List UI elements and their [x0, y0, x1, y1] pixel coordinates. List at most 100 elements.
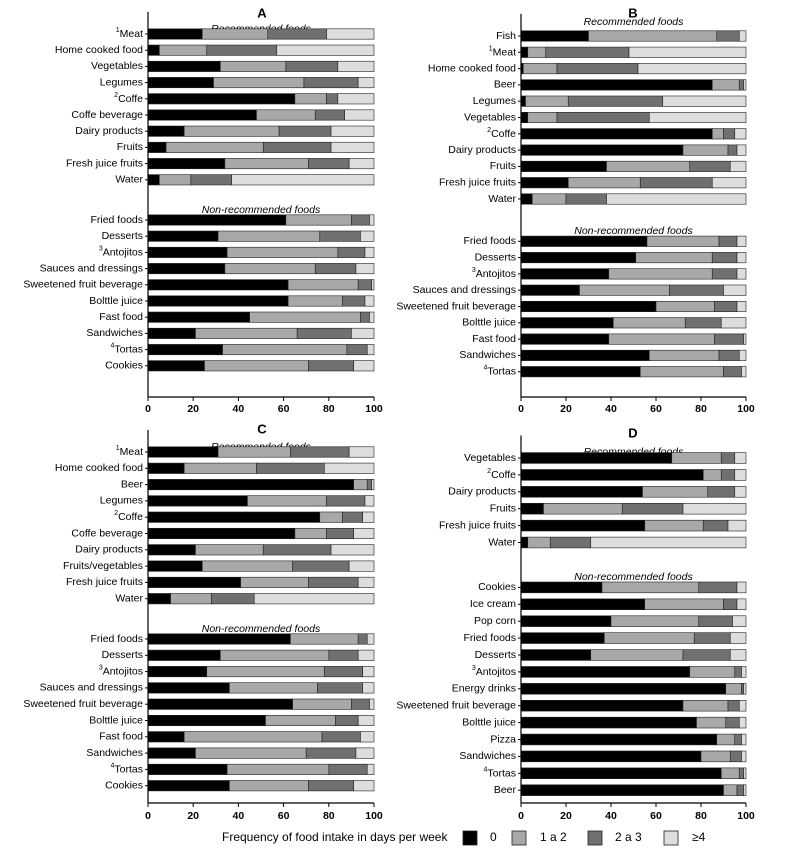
bar-segment--4 — [711, 177, 747, 189]
bar-segment-0 — [520, 699, 684, 712]
bar-segment--4 — [357, 77, 375, 89]
row-label: Vegetables — [91, 60, 143, 72]
bar-segment-0 — [520, 615, 612, 627]
bar-segment-0 — [520, 767, 722, 780]
row-label: Fresh juice fruits — [66, 576, 143, 588]
row-label: Sauces and dressings — [40, 262, 143, 274]
bar-segment-2-a-3 — [723, 598, 738, 611]
row-label: 3Antojitos — [472, 267, 516, 280]
bar-segment-1-a-2 — [220, 60, 287, 72]
group-header: Non-recommended foods — [202, 623, 321, 635]
bar-segment-2-a-3 — [729, 750, 742, 763]
legend-swatch — [511, 830, 527, 846]
bar-segment-2-a-3 — [565, 193, 607, 205]
bar-segment-0 — [147, 327, 196, 339]
bar-segment--4 — [369, 698, 375, 710]
bar-segment-0 — [147, 527, 296, 540]
bar-segment-2-a-3 — [684, 317, 722, 329]
bar-segment-2-a-3 — [736, 784, 745, 796]
bar-segment-2-a-3 — [346, 344, 368, 356]
bar-segment-1-a-2 — [294, 527, 327, 540]
bar-segment-1-a-2 — [711, 79, 740, 91]
bar-segment-2-a-3 — [682, 649, 731, 661]
row-label: Legumes — [100, 495, 143, 507]
bar-segment-1-a-2 — [606, 160, 691, 172]
bar-segment--4 — [738, 349, 747, 361]
bar-segment-2-a-3 — [342, 511, 363, 523]
bar-segment-1-a-2 — [635, 252, 713, 264]
row-label: 2Coffe — [114, 92, 143, 105]
bar-segment-0 — [147, 479, 354, 491]
bar-segment-0 — [147, 731, 185, 743]
bar-segment-2-a-3 — [308, 576, 359, 588]
bar-segment-0 — [520, 366, 641, 378]
bar-segment-0 — [147, 109, 257, 121]
bar-segment--4 — [366, 344, 375, 356]
bar-segment-1-a-2 — [229, 682, 318, 694]
bar-segment-0 — [147, 246, 228, 258]
bar-segment-1-a-2 — [159, 44, 208, 56]
bar-segment--4 — [741, 750, 747, 763]
bar-segment-0 — [147, 714, 266, 727]
row-label: Fish — [496, 30, 516, 42]
bar-segment-1-a-2 — [353, 479, 368, 491]
bar-segment-2-a-3 — [351, 214, 370, 226]
bar-segment--4 — [736, 268, 747, 280]
bar-segment-2-a-3 — [314, 109, 345, 121]
bar-segment-0 — [147, 263, 226, 275]
bar-segment-2-a-3 — [738, 79, 745, 91]
bar-segment-0 — [520, 666, 691, 678]
bar-segment-1-a-2 — [170, 593, 212, 605]
bar-segment-1-a-2 — [612, 317, 686, 329]
bar-segment--4 — [355, 747, 375, 759]
x-tick-label: 100 — [737, 403, 755, 415]
row-label: Vegetables — [464, 452, 516, 464]
bar-segment-1-a-2 — [247, 495, 327, 507]
row-label: Sauces and dressings — [40, 682, 143, 694]
bar-segment-1-a-2 — [579, 284, 670, 296]
bar-segment-0 — [520, 502, 544, 515]
bar-segment-1-a-2 — [226, 763, 330, 775]
bar-segment-0 — [147, 649, 221, 661]
row-label: Fresh juice fruits — [66, 157, 143, 169]
bar-segment-1-a-2 — [590, 649, 684, 661]
bar-segment--4 — [353, 360, 375, 372]
bar-segment-2-a-3 — [698, 581, 738, 594]
bar-segment-0 — [147, 560, 203, 572]
bar-segment-1-a-2 — [527, 46, 547, 58]
bar-segment--4 — [369, 311, 375, 323]
bar-segment-1-a-2 — [601, 581, 700, 594]
x-tick-label: 20 — [560, 403, 572, 415]
bar-segment--4 — [364, 295, 375, 307]
bar-segment--4 — [729, 649, 747, 661]
row-label: Home cooked food — [428, 62, 516, 74]
bar-segment--4 — [369, 214, 375, 226]
bar-segment-2-a-3 — [256, 462, 325, 474]
bar-segment-1-a-2 — [294, 93, 327, 105]
bar-segment-2-a-3 — [689, 160, 731, 172]
bar-segment-0 — [520, 750, 702, 763]
bar-segment--4 — [330, 141, 375, 153]
bar-segment-2-a-3 — [328, 649, 359, 661]
bar-segment-2-a-3 — [556, 111, 650, 124]
row-label: Fruits — [490, 160, 516, 172]
bar-segment-1-a-2 — [682, 699, 729, 712]
bar-segment--4 — [743, 784, 747, 796]
bar-segment-2-a-3 — [711, 268, 738, 280]
bar-segment-0 — [520, 268, 610, 280]
bar-segment--4 — [355, 263, 375, 275]
row-label: 2Coffe — [487, 468, 516, 481]
bar-segment--4 — [743, 767, 747, 780]
row-label: 4Tortas — [484, 365, 517, 378]
row-label: Fried foods — [90, 214, 143, 226]
bar-segment-1-a-2 — [716, 733, 736, 746]
bar-segment-0 — [147, 295, 289, 307]
bar-segment--4 — [736, 581, 747, 594]
bar-segment--4 — [732, 615, 747, 627]
bar-segment-2-a-3 — [621, 502, 684, 515]
row-label: Pop corn — [474, 615, 516, 627]
row-label: Bolttle juice — [89, 295, 143, 307]
bar-segment-2-a-3 — [303, 77, 359, 89]
bar-segment--4 — [344, 109, 375, 121]
